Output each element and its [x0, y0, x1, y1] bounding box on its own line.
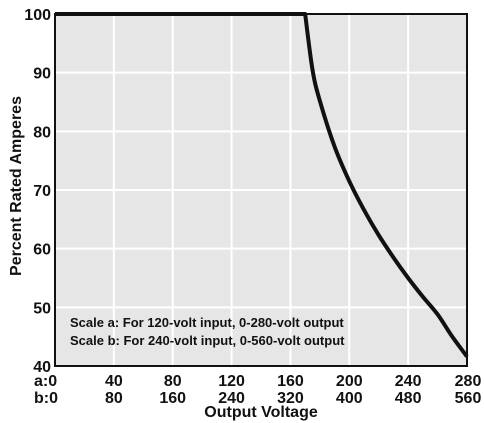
x-tick-label-a: 200 — [336, 373, 363, 390]
scale-a-note: Scale a: For 120-volt input, 0-280-volt … — [70, 315, 344, 330]
plot-frame — [54, 13, 468, 367]
y-tick-label: 60 — [33, 242, 51, 259]
x-tick-label-a: 280 — [455, 373, 482, 390]
x-tick-label-b: b:0 — [34, 390, 58, 407]
x-tick-label-b: 560 — [455, 390, 482, 407]
x-tick-label-a: 120 — [218, 373, 245, 390]
y-tick-label: 100 — [24, 7, 51, 24]
x-tick-label-b: 320 — [277, 390, 304, 407]
x-tick-label-a: a:0 — [34, 373, 57, 390]
x-axis-title: Output Voltage — [204, 404, 318, 421]
x-tick-label-b: 240 — [218, 390, 245, 407]
x-tick-label-b: 160 — [159, 390, 186, 407]
y-tick-label: 50 — [33, 300, 51, 317]
x-axis-ticks-scale-a: a:0 40 80 120 160 200 240 280 — [34, 373, 481, 390]
y-axis-title: Percent Rated Amperes — [8, 96, 25, 276]
x-tick-label-b: 480 — [395, 390, 422, 407]
x-axis-ticks-scale-b: b:0 80 160 240 320 400 480 560 — [34, 390, 481, 407]
x-tick-label-b: 400 — [336, 390, 363, 407]
scale-b-note: Scale b: For 240-volt input, 0-560-volt … — [70, 333, 345, 348]
x-tick-label-b: 80 — [105, 390, 123, 407]
y-tick-label: 70 — [33, 183, 51, 200]
x-tick-label-a: 40 — [105, 373, 123, 390]
y-axis-ticks: 40 50 60 70 80 90 100 — [24, 7, 51, 376]
y-tick-label: 80 — [33, 124, 51, 141]
series-line — [55, 12, 469, 358]
x-tick-label-a: 160 — [277, 373, 304, 390]
x-tick-label-a: 240 — [395, 373, 422, 390]
y-tick-label: 90 — [33, 66, 51, 83]
x-tick-label-a: 80 — [164, 373, 182, 390]
y-tick-label: 40 — [33, 359, 51, 376]
grid — [55, 14, 467, 366]
